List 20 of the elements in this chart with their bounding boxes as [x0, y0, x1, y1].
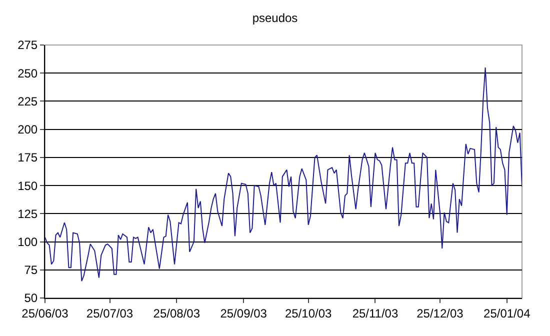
y-tick-label: 125 [18, 206, 38, 221]
x-tick-label: 25/07/03 [86, 306, 134, 320]
x-tick-label: 25/12/03 [416, 306, 464, 320]
y-tick-label: 200 [18, 122, 38, 137]
y-tick-label: 100 [18, 234, 38, 249]
y-tick-label: 75 [24, 263, 38, 278]
y-tick-label: 175 [18, 150, 38, 165]
x-tick-label: 25/09/03 [220, 306, 268, 320]
y-tick-label: 50 [24, 291, 38, 306]
y-tick-label: 275 [18, 38, 38, 52]
x-tick-label: 25/11/03 [352, 306, 398, 320]
x-tick-label: 25/08/03 [153, 306, 200, 320]
x-tick-label: 25/06/03 [22, 306, 69, 320]
line-series [45, 66, 522, 282]
chart-title: pseudos [252, 10, 298, 25]
y-tick-label: 250 [18, 66, 38, 80]
y-tick-label: 225 [18, 94, 38, 108]
x-tick-label: 25/01/04 [484, 306, 531, 320]
x-tick-label: 25/10/03 [284, 306, 332, 320]
y-tick-label: 150 [18, 178, 38, 193]
